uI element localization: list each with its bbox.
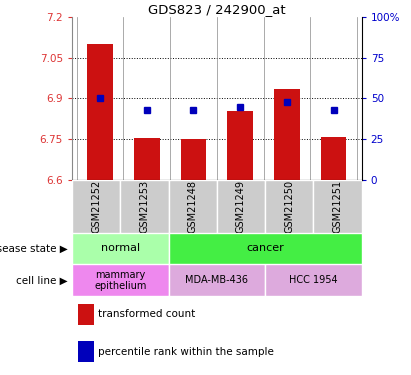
Text: cancer: cancer — [246, 243, 284, 254]
Text: percentile rank within the sample: percentile rank within the sample — [98, 347, 274, 357]
Bar — [169, 264, 265, 296]
Bar — [265, 180, 314, 232]
Text: MDA-MB-436: MDA-MB-436 — [185, 275, 248, 285]
Text: GSM21251: GSM21251 — [332, 180, 342, 233]
Bar — [72, 232, 169, 264]
Text: transformed count: transformed count — [98, 309, 195, 319]
Bar — [217, 180, 265, 232]
Text: GSM21252: GSM21252 — [91, 180, 101, 233]
Text: disease state ▶: disease state ▶ — [0, 243, 68, 254]
Bar — [169, 180, 217, 232]
Bar — [227, 111, 253, 180]
Bar — [72, 264, 169, 296]
Text: mammary
epithelium: mammary epithelium — [94, 270, 146, 291]
Bar — [274, 89, 300, 180]
Text: GSM21250: GSM21250 — [284, 180, 294, 233]
Bar — [314, 180, 362, 232]
Bar — [87, 44, 113, 180]
Bar — [321, 137, 346, 180]
Bar — [180, 139, 206, 180]
Text: GSM21249: GSM21249 — [236, 180, 246, 233]
Bar — [78, 341, 94, 362]
Title: GDS823 / 242900_at: GDS823 / 242900_at — [148, 3, 286, 16]
Bar — [72, 180, 120, 232]
Bar — [169, 232, 362, 264]
Text: HCC 1954: HCC 1954 — [289, 275, 338, 285]
Bar — [120, 180, 169, 232]
Bar — [134, 138, 159, 180]
Text: GSM21253: GSM21253 — [139, 180, 149, 233]
Text: GSM21248: GSM21248 — [188, 180, 198, 233]
Bar — [265, 264, 362, 296]
Text: cell line ▶: cell line ▶ — [16, 275, 68, 285]
Bar — [78, 304, 94, 325]
Text: normal: normal — [101, 243, 140, 254]
